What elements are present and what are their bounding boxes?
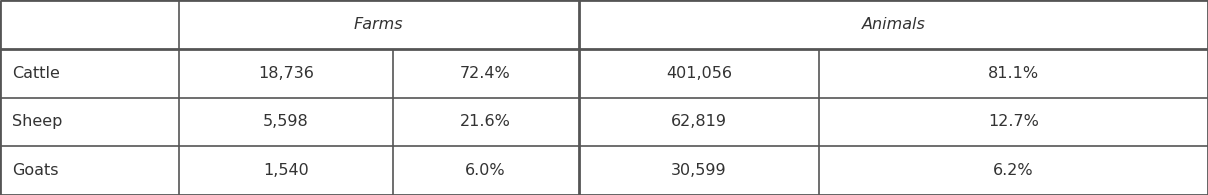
Text: 401,056: 401,056 bbox=[666, 66, 732, 81]
Text: 12.7%: 12.7% bbox=[988, 114, 1039, 129]
Text: 21.6%: 21.6% bbox=[460, 114, 511, 129]
Text: 5,598: 5,598 bbox=[263, 114, 308, 129]
Text: Goats: Goats bbox=[12, 163, 58, 178]
Text: Sheep: Sheep bbox=[12, 114, 63, 129]
Text: 81.1%: 81.1% bbox=[988, 66, 1039, 81]
Text: 72.4%: 72.4% bbox=[460, 66, 511, 81]
Text: Farms: Farms bbox=[354, 17, 403, 32]
Text: 18,736: 18,736 bbox=[257, 66, 314, 81]
Text: 62,819: 62,819 bbox=[670, 114, 727, 129]
Text: 30,599: 30,599 bbox=[670, 163, 727, 178]
Text: 6.0%: 6.0% bbox=[465, 163, 506, 178]
Text: 6.2%: 6.2% bbox=[993, 163, 1034, 178]
Text: Animals: Animals bbox=[861, 17, 925, 32]
Text: 1,540: 1,540 bbox=[263, 163, 308, 178]
Text: Cattle: Cattle bbox=[12, 66, 60, 81]
